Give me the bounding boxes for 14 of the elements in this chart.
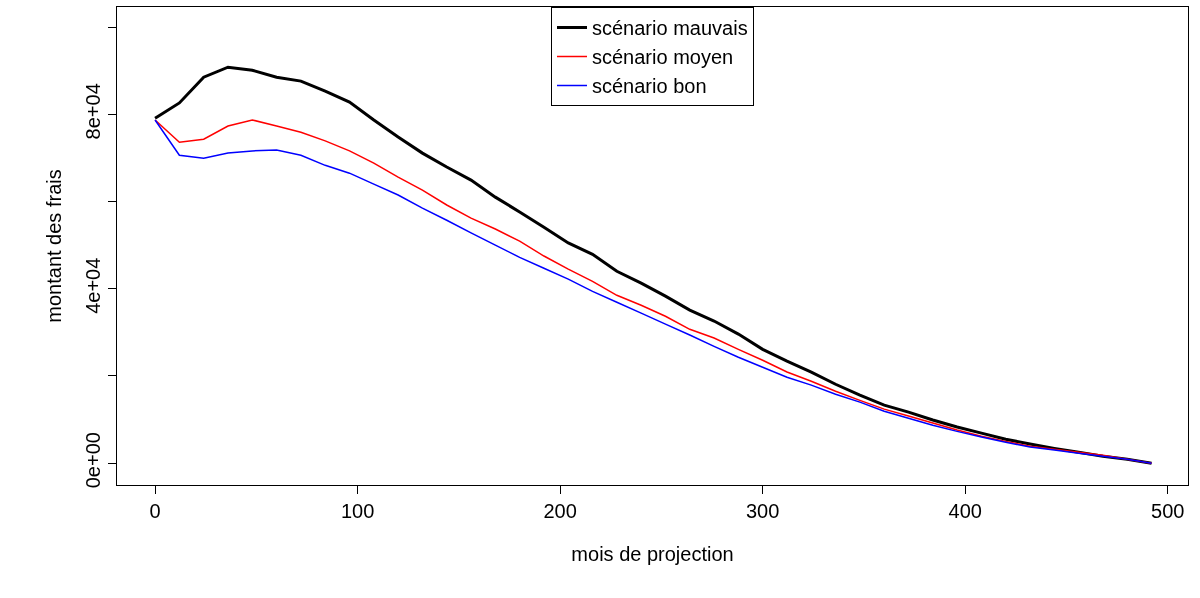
- y-axis-title: montant des frais: [42, 169, 65, 323]
- x-axis-title: mois de projection: [571, 542, 734, 565]
- x-tick-label: 500: [1151, 500, 1185, 522]
- y-tick-label: 4e+04: [82, 257, 104, 314]
- x-tick-label: 200: [543, 500, 577, 522]
- y-tick-label: 0e+00: [82, 432, 104, 489]
- x-tick-label: 300: [745, 500, 780, 522]
- x-tick-label: 400: [948, 500, 982, 522]
- y-tick-label: 8e+04: [82, 83, 104, 140]
- legend-label: scénario bon: [592, 75, 707, 98]
- x-tick-label: 0: [149, 500, 161, 522]
- legend-label: scénario mauvais: [592, 17, 748, 40]
- x-tick-label: 100: [340, 500, 375, 522]
- legend-label: scénario moyen: [592, 46, 734, 69]
